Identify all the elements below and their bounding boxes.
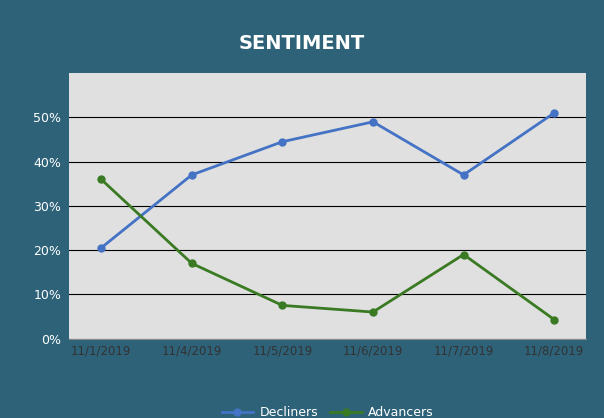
Decliners: [551, 110, 558, 115]
Advancers: [460, 252, 467, 257]
Text: SENTIMENT: SENTIMENT: [239, 34, 365, 54]
Decliners: [460, 172, 467, 177]
Advancers: [98, 177, 105, 182]
Decliners: [98, 245, 105, 250]
Decliners: [279, 139, 286, 144]
Decliners: [370, 119, 377, 124]
Advancers: [188, 261, 196, 266]
Advancers: [551, 317, 558, 322]
Decliners: [188, 172, 196, 177]
Legend: Decliners, Advancers: Decliners, Advancers: [217, 401, 439, 418]
Advancers: [279, 303, 286, 308]
Line: Decliners: Decliners: [98, 110, 557, 251]
Line: Advancers: Advancers: [98, 176, 557, 323]
Advancers: [370, 309, 377, 314]
